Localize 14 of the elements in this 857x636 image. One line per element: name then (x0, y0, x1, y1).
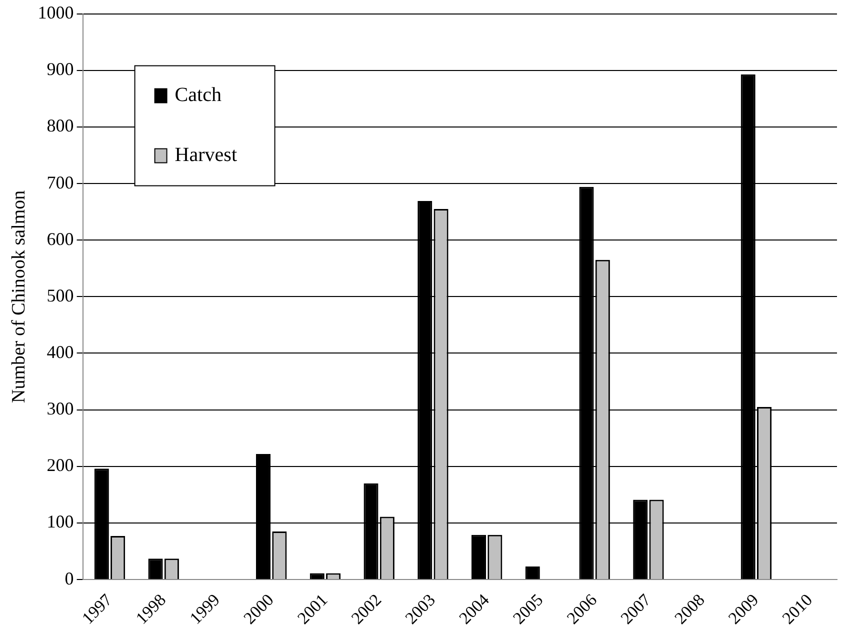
y-tick-label: 600 (46, 228, 74, 249)
y-tick-label: 900 (46, 59, 74, 80)
y-tick-label: 800 (46, 116, 74, 136)
y-tick-label: 700 (46, 172, 74, 192)
y-tick-label: 500 (46, 285, 74, 306)
y-tick-label: 0 (64, 568, 74, 588)
y-tick-label: 400 (46, 342, 74, 362)
y-tick-label: 300 (46, 398, 74, 419)
legend-label: Catch (174, 84, 222, 106)
y-tick-label: 200 (46, 455, 74, 476)
y-axis-title: Number of Chinook salmon (8, 190, 30, 404)
y-tick-label: 1000 (38, 2, 74, 23)
legend-label: Harvest (174, 144, 238, 166)
y-tick-label: 100 (46, 512, 74, 532)
